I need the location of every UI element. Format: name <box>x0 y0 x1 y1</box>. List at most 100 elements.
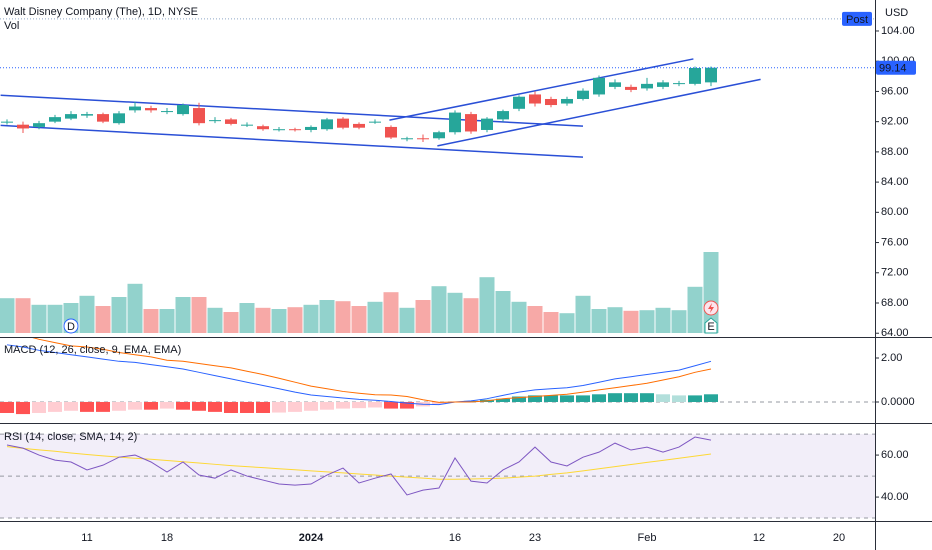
candle-body <box>33 123 45 127</box>
candle-body <box>433 132 445 139</box>
x-tick-label: 23 <box>529 532 541 544</box>
candle-body <box>705 67 717 83</box>
candle-body <box>593 77 605 95</box>
candle-body <box>145 108 157 111</box>
rsi-sma-line <box>6 446 712 480</box>
histogram-bar <box>96 401 110 412</box>
histogram-bar <box>608 393 622 402</box>
volume-bar <box>159 309 175 333</box>
histogram-bar <box>432 401 446 405</box>
y-tick-label: 40.00 <box>881 491 909 503</box>
candle-body <box>481 118 493 130</box>
candle-body <box>81 114 93 116</box>
volume-bar <box>463 298 479 333</box>
y-tick-label: 80.00 <box>881 206 909 218</box>
earnings-marker[interactable] <box>704 317 718 334</box>
volume-bar <box>223 312 239 333</box>
macd-line <box>6 344 712 406</box>
dividend-marker[interactable] <box>63 318 79 334</box>
histogram-bar <box>320 401 334 410</box>
volume-bar <box>79 295 95 333</box>
histogram-bar <box>640 393 654 402</box>
candle-body <box>465 114 477 132</box>
candle-body <box>273 129 285 131</box>
candle-body <box>401 138 413 140</box>
x-tick-label: 11 <box>81 532 92 544</box>
trend-line[interactable] <box>437 78 761 147</box>
histogram-bar <box>512 396 526 402</box>
candle-body <box>689 68 701 84</box>
candle-body <box>625 86 637 90</box>
histogram-bar <box>272 401 286 413</box>
histogram-bar <box>496 398 510 402</box>
macd-title: MACD (12, 26, close, 9, EMA, EMA) <box>4 344 181 356</box>
histogram-bar <box>224 401 238 413</box>
trend-line[interactable] <box>0 124 584 158</box>
candle-body <box>417 138 429 140</box>
post-label[interactable]: Post <box>846 14 868 26</box>
histogram-bar <box>48 401 62 412</box>
histogram-bar <box>704 394 718 402</box>
volume-bar <box>367 301 383 333</box>
y-tick-label: 84.00 <box>881 176 909 188</box>
post-badge[interactable] <box>842 11 872 26</box>
volume-bar <box>687 286 703 333</box>
histogram-bar <box>192 401 206 411</box>
axes: 104.00100.0096.0092.0088.0084.0080.0076.… <box>875 25 916 503</box>
trend-line[interactable] <box>0 94 584 127</box>
volume-bar <box>191 297 207 333</box>
y-tick-label: 60.00 <box>881 449 909 461</box>
volume-bar <box>95 306 111 333</box>
signal-line <box>32 338 712 403</box>
volume-bar <box>671 310 687 333</box>
y-tick-label: 2.00 <box>881 352 902 364</box>
volume-bar <box>303 304 319 333</box>
volume-bar <box>383 292 399 333</box>
histogram-bar <box>288 401 302 412</box>
histogram-bar <box>32 401 46 413</box>
candle-body <box>1 121 13 123</box>
candle-body <box>561 98 573 104</box>
candle-body <box>289 129 301 131</box>
histogram-bar <box>672 395 686 402</box>
marker-label: D <box>67 321 75 333</box>
histogram-bar <box>560 395 574 402</box>
volume-bar <box>495 291 511 333</box>
rsi-pane <box>0 433 875 519</box>
y-tick-label: 92.00 <box>881 116 909 128</box>
volume-bar <box>511 301 527 333</box>
volume-bar <box>415 300 431 333</box>
volume-bar <box>655 307 671 333</box>
candle-body <box>225 119 237 124</box>
volume-bar <box>47 304 63 333</box>
candle-body <box>17 124 29 129</box>
y-tick-label: 88.00 <box>881 146 909 158</box>
histogram-bar <box>688 395 702 402</box>
histogram-bar <box>240 401 254 413</box>
volume-bar <box>447 292 463 333</box>
candle-body <box>49 117 61 122</box>
volume-bar <box>239 303 255 333</box>
rsi-title: RSI (14, close, SMA, 14, 2) <box>4 431 137 443</box>
histogram-bar <box>304 401 318 411</box>
histogram-bar <box>160 401 174 409</box>
trend-line[interactable] <box>389 58 694 121</box>
histogram-bar <box>464 400 478 402</box>
y-tick-label: 68.00 <box>881 297 909 309</box>
volume-bar <box>207 307 223 333</box>
currency[interactable]: USD <box>885 7 908 19</box>
volume-bar <box>335 301 351 333</box>
x-tick-label: 12 <box>753 532 765 544</box>
volume-label: Vol <box>4 20 19 32</box>
y-tick-label: 0.0000 <box>881 396 915 408</box>
x-tick-label: 16 <box>449 532 461 544</box>
candle-body <box>257 126 269 130</box>
volume-bar <box>143 309 159 333</box>
candle-body <box>305 126 317 130</box>
candle-body <box>545 98 557 106</box>
candle-body <box>513 96 525 109</box>
histogram-bar <box>256 401 270 413</box>
histogram-bar <box>544 395 558 402</box>
volume-bar <box>399 307 415 333</box>
